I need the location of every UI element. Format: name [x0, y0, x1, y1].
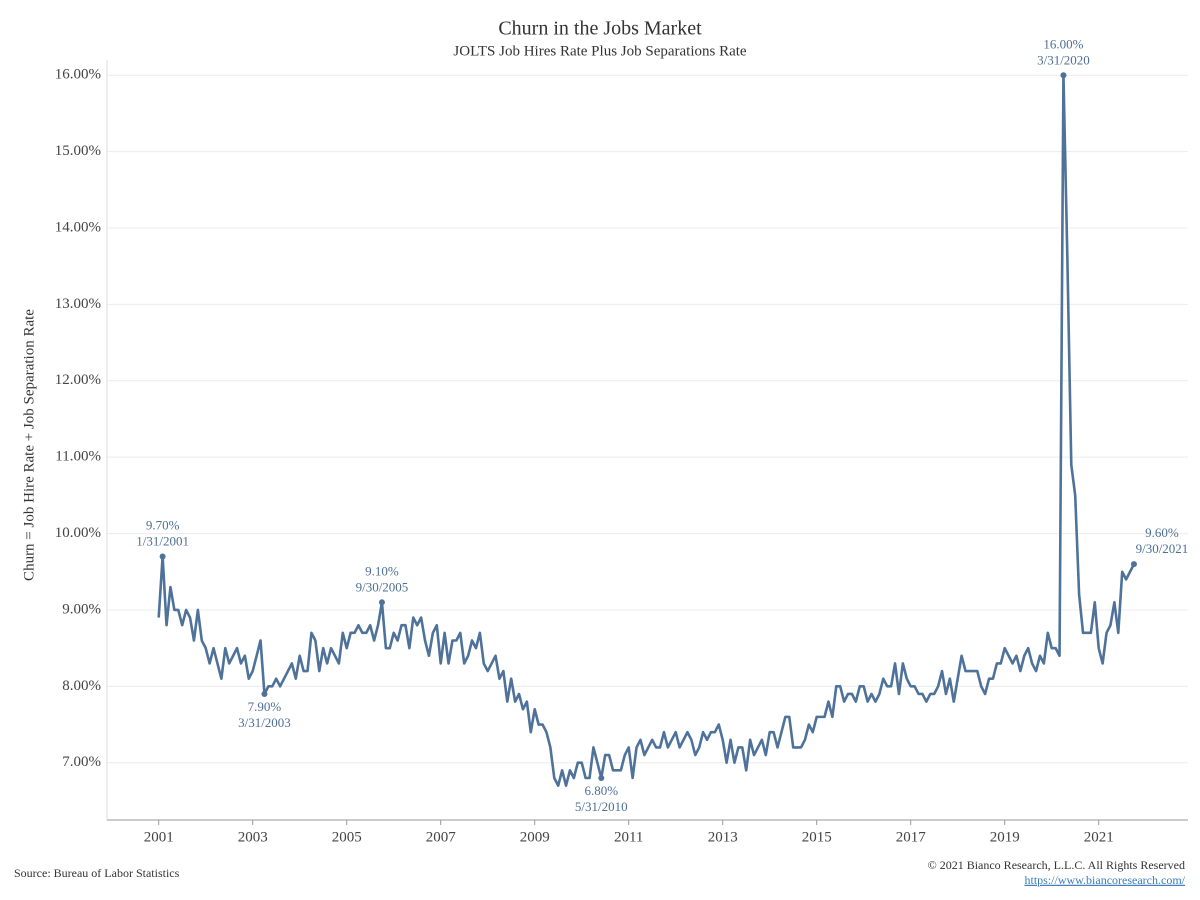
annotation-date: 5/31/2010	[575, 799, 628, 814]
y-axis-label: Churn = Job Hire Rate + Job Separation R…	[21, 309, 37, 581]
annotation-value: 6.80%	[584, 783, 618, 798]
annotation-dot	[598, 774, 605, 781]
annotation-value: 7.90%	[248, 699, 282, 714]
website-link[interactable]: https://www.biancoresearch.com/	[1024, 873, 1185, 887]
y-tick-label: 7.00%	[62, 754, 101, 770]
y-tick-label: 8.00%	[62, 678, 101, 694]
x-tick-label: 2011	[614, 829, 643, 845]
x-tick-label: 2021	[1084, 829, 1114, 845]
y-tick-label: 11.00%	[55, 449, 101, 465]
annotation-date: 9/30/2021	[1136, 541, 1189, 556]
x-tick-label: 2007	[426, 829, 457, 845]
chart-subtitle: JOLTS Job Hires Rate Plus Job Separation…	[453, 43, 747, 59]
y-tick-label: 14.00%	[55, 219, 101, 235]
x-tick-label: 2015	[802, 829, 832, 845]
annotation-dot	[1060, 72, 1067, 79]
data-line	[157, 73, 1136, 787]
annotation-date: 9/30/2005	[356, 579, 409, 594]
y-tick-label: 16.00%	[55, 67, 101, 83]
chart-title: Churn in the Jobs Market	[498, 18, 702, 40]
x-tick-label: 2003	[238, 829, 268, 845]
annotation-dot	[261, 690, 268, 697]
annotation-dot	[159, 553, 166, 560]
x-tick-label: 2013	[708, 829, 738, 845]
annotation-value: 9.70%	[146, 517, 180, 532]
annotation-date: 3/31/2020	[1037, 52, 1090, 67]
y-tick-label: 9.00%	[62, 601, 101, 617]
y-tick-label: 10.00%	[55, 525, 101, 541]
x-tick-label: 2001	[144, 829, 174, 845]
annotation-value: 9.10%	[365, 563, 399, 578]
x-tick-label: 2017	[896, 829, 927, 845]
annotation-value: 9.60%	[1145, 525, 1179, 540]
y-tick-label: 13.00%	[55, 296, 101, 312]
x-tick-label: 2009	[520, 829, 550, 845]
annotation-dot	[1130, 561, 1137, 568]
x-tick-label: 2005	[332, 829, 362, 845]
y-tick-label: 15.00%	[55, 143, 101, 159]
y-tick-label: 12.00%	[55, 372, 101, 388]
annotation-date: 1/31/2001	[136, 533, 189, 548]
annotation-date: 3/31/2003	[238, 715, 291, 730]
annotation-value: 16.00%	[1043, 36, 1083, 51]
source-note: Source: Bureau of Labor Statistics	[14, 866, 180, 880]
annotation-dot	[378, 599, 385, 606]
x-tick-label: 2019	[990, 829, 1020, 845]
copyright: © 2021 Bianco Research, L.L.C. All Right…	[928, 858, 1185, 872]
